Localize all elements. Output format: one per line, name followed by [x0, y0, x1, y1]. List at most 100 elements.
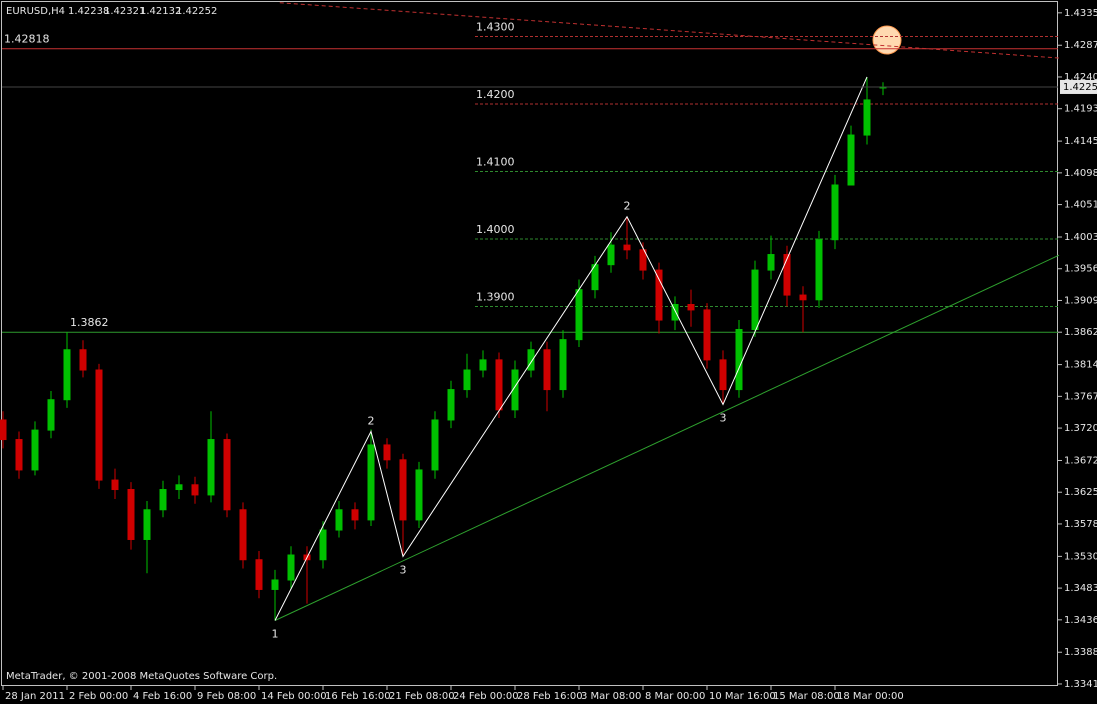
x-tick-label: 8 Mar 00:00: [645, 691, 705, 702]
candle-body: [319, 529, 327, 561]
candle-body: [639, 249, 647, 271]
candle-body: [511, 369, 519, 411]
y-tick-label: 1.34830: [1064, 583, 1097, 594]
zigzag-label: 3: [720, 411, 727, 424]
candle-body: [447, 389, 455, 421]
candle-body: [63, 349, 71, 401]
candle-body: [847, 134, 855, 186]
plot-frame: [1, 1, 1058, 686]
candle-body: [863, 99, 871, 136]
candle-body: [783, 254, 791, 296]
candle-body: [255, 559, 263, 590]
x-tick-label: 2 Feb 00:00: [69, 691, 128, 702]
candle-body: [287, 554, 295, 581]
x-tick-label: 9 Feb 08:00: [197, 691, 256, 702]
x-tick-label: 3 Mar 08:00: [581, 691, 641, 702]
copyright: MetaTrader, © 2001-2008 MetaQuotes Softw…: [6, 671, 277, 682]
candle-body: [271, 579, 279, 590]
x-tick-label: 14 Feb 00:00: [261, 691, 327, 702]
candle-body: [543, 349, 551, 391]
candle-body: [463, 369, 471, 391]
candle-body: [623, 244, 631, 251]
candle-body: [111, 479, 119, 491]
fib-label: 1.4100: [476, 156, 515, 169]
y-tick-label: 1.37670: [1064, 391, 1097, 402]
candle-body: [367, 444, 375, 521]
candle-body: [703, 309, 711, 361]
price-tag-label: 1.42252: [1063, 82, 1097, 93]
trend-line: [274, 254, 1060, 621]
x-tick-label: 10 Mar 16:00: [709, 691, 776, 702]
fib-label: 1.4000: [476, 223, 515, 236]
y-tick-label: 1.38620: [1064, 327, 1097, 338]
y-tick-label: 1.43350: [1064, 8, 1097, 19]
zigzag-label: 1: [272, 628, 279, 641]
x-tick-label: 15 Mar 08:00: [773, 691, 840, 702]
candle-body: [495, 359, 503, 411]
candle-body: [815, 239, 823, 301]
zigzag-line: [274, 76, 868, 621]
ohlc-close: 1.42252: [176, 6, 217, 17]
fib-label: 1.3900: [476, 291, 515, 304]
candle-body: [687, 304, 695, 311]
y-tick-label: 1.39090: [1064, 295, 1097, 306]
candle-body: [655, 269, 663, 321]
y-tick-label: 1.33880: [1064, 647, 1097, 658]
candle-body: [0, 419, 7, 441]
y-tick-label: 1.36250: [1064, 487, 1097, 498]
y-tick-label: 1.42400: [1064, 72, 1097, 83]
candle-body: [79, 349, 87, 371]
candle-body: [431, 419, 439, 471]
candle-body: [735, 328, 743, 391]
y-tick-label: 1.34360: [1064, 615, 1097, 626]
x-tick-label: 28 Jan 2011: [5, 691, 65, 702]
y-tick-label: 1.33410: [1064, 679, 1097, 690]
candle-body: [751, 269, 759, 330]
y-tick-label: 1.39560: [1064, 264, 1097, 275]
y-tick-label: 1.37200: [1064, 423, 1097, 434]
candle-body: [95, 369, 103, 481]
candle-body: [799, 294, 807, 301]
candle-body: [831, 184, 839, 241]
y-tick-label: 1.40510: [1064, 200, 1097, 211]
candle-body: [415, 469, 423, 521]
candle-body: [31, 429, 39, 471]
ohlc-open: 1.42238: [68, 6, 109, 17]
y-tick-label: 1.40980: [1064, 168, 1097, 179]
candle-body: [399, 459, 407, 521]
y-tick-label: 1.41450: [1064, 136, 1097, 147]
horizontal-line-label: 1.42818: [4, 33, 50, 46]
ohlc-high: 1.42321: [104, 6, 145, 17]
ohlc-low: 1.42132: [140, 6, 181, 17]
y-tick-label: 1.40030: [1064, 232, 1097, 243]
symbol: EURUSD,H4: [6, 6, 65, 17]
alert-marker: [872, 25, 902, 55]
candle-body: [207, 439, 215, 496]
x-tick-label: 18 Mar 00:00: [837, 691, 904, 702]
price-tag: [1060, 79, 1097, 94]
candle-body: [159, 489, 167, 511]
zigzag-label: 2: [624, 200, 631, 213]
candle-body: [607, 244, 615, 266]
candle-body: [383, 444, 391, 461]
candle-body: [575, 289, 583, 341]
zigzag-label: 2: [368, 414, 375, 427]
zigzag-label: 3: [400, 563, 407, 576]
x-tick-label: 28 Feb 16:00: [517, 691, 583, 702]
candle-body: [127, 489, 135, 540]
x-tick-label: 24 Feb 00:00: [453, 691, 519, 702]
y-tick-label: 1.36720: [1064, 455, 1097, 466]
y-tick-label: 1.42870: [1064, 40, 1097, 51]
candle-body: [719, 359, 727, 391]
candle-body: [47, 399, 55, 431]
candle-body: [223, 439, 231, 511]
candle-body: [175, 484, 183, 491]
candle-body: [527, 349, 535, 371]
y-tick-label: 1.35780: [1064, 519, 1097, 530]
candle-body: [239, 509, 247, 561]
candle-body: [559, 339, 567, 391]
x-tick-label: 4 Feb 16:00: [133, 691, 192, 702]
candle-body: [143, 509, 151, 540]
y-tick-label: 1.38140: [1064, 360, 1097, 371]
